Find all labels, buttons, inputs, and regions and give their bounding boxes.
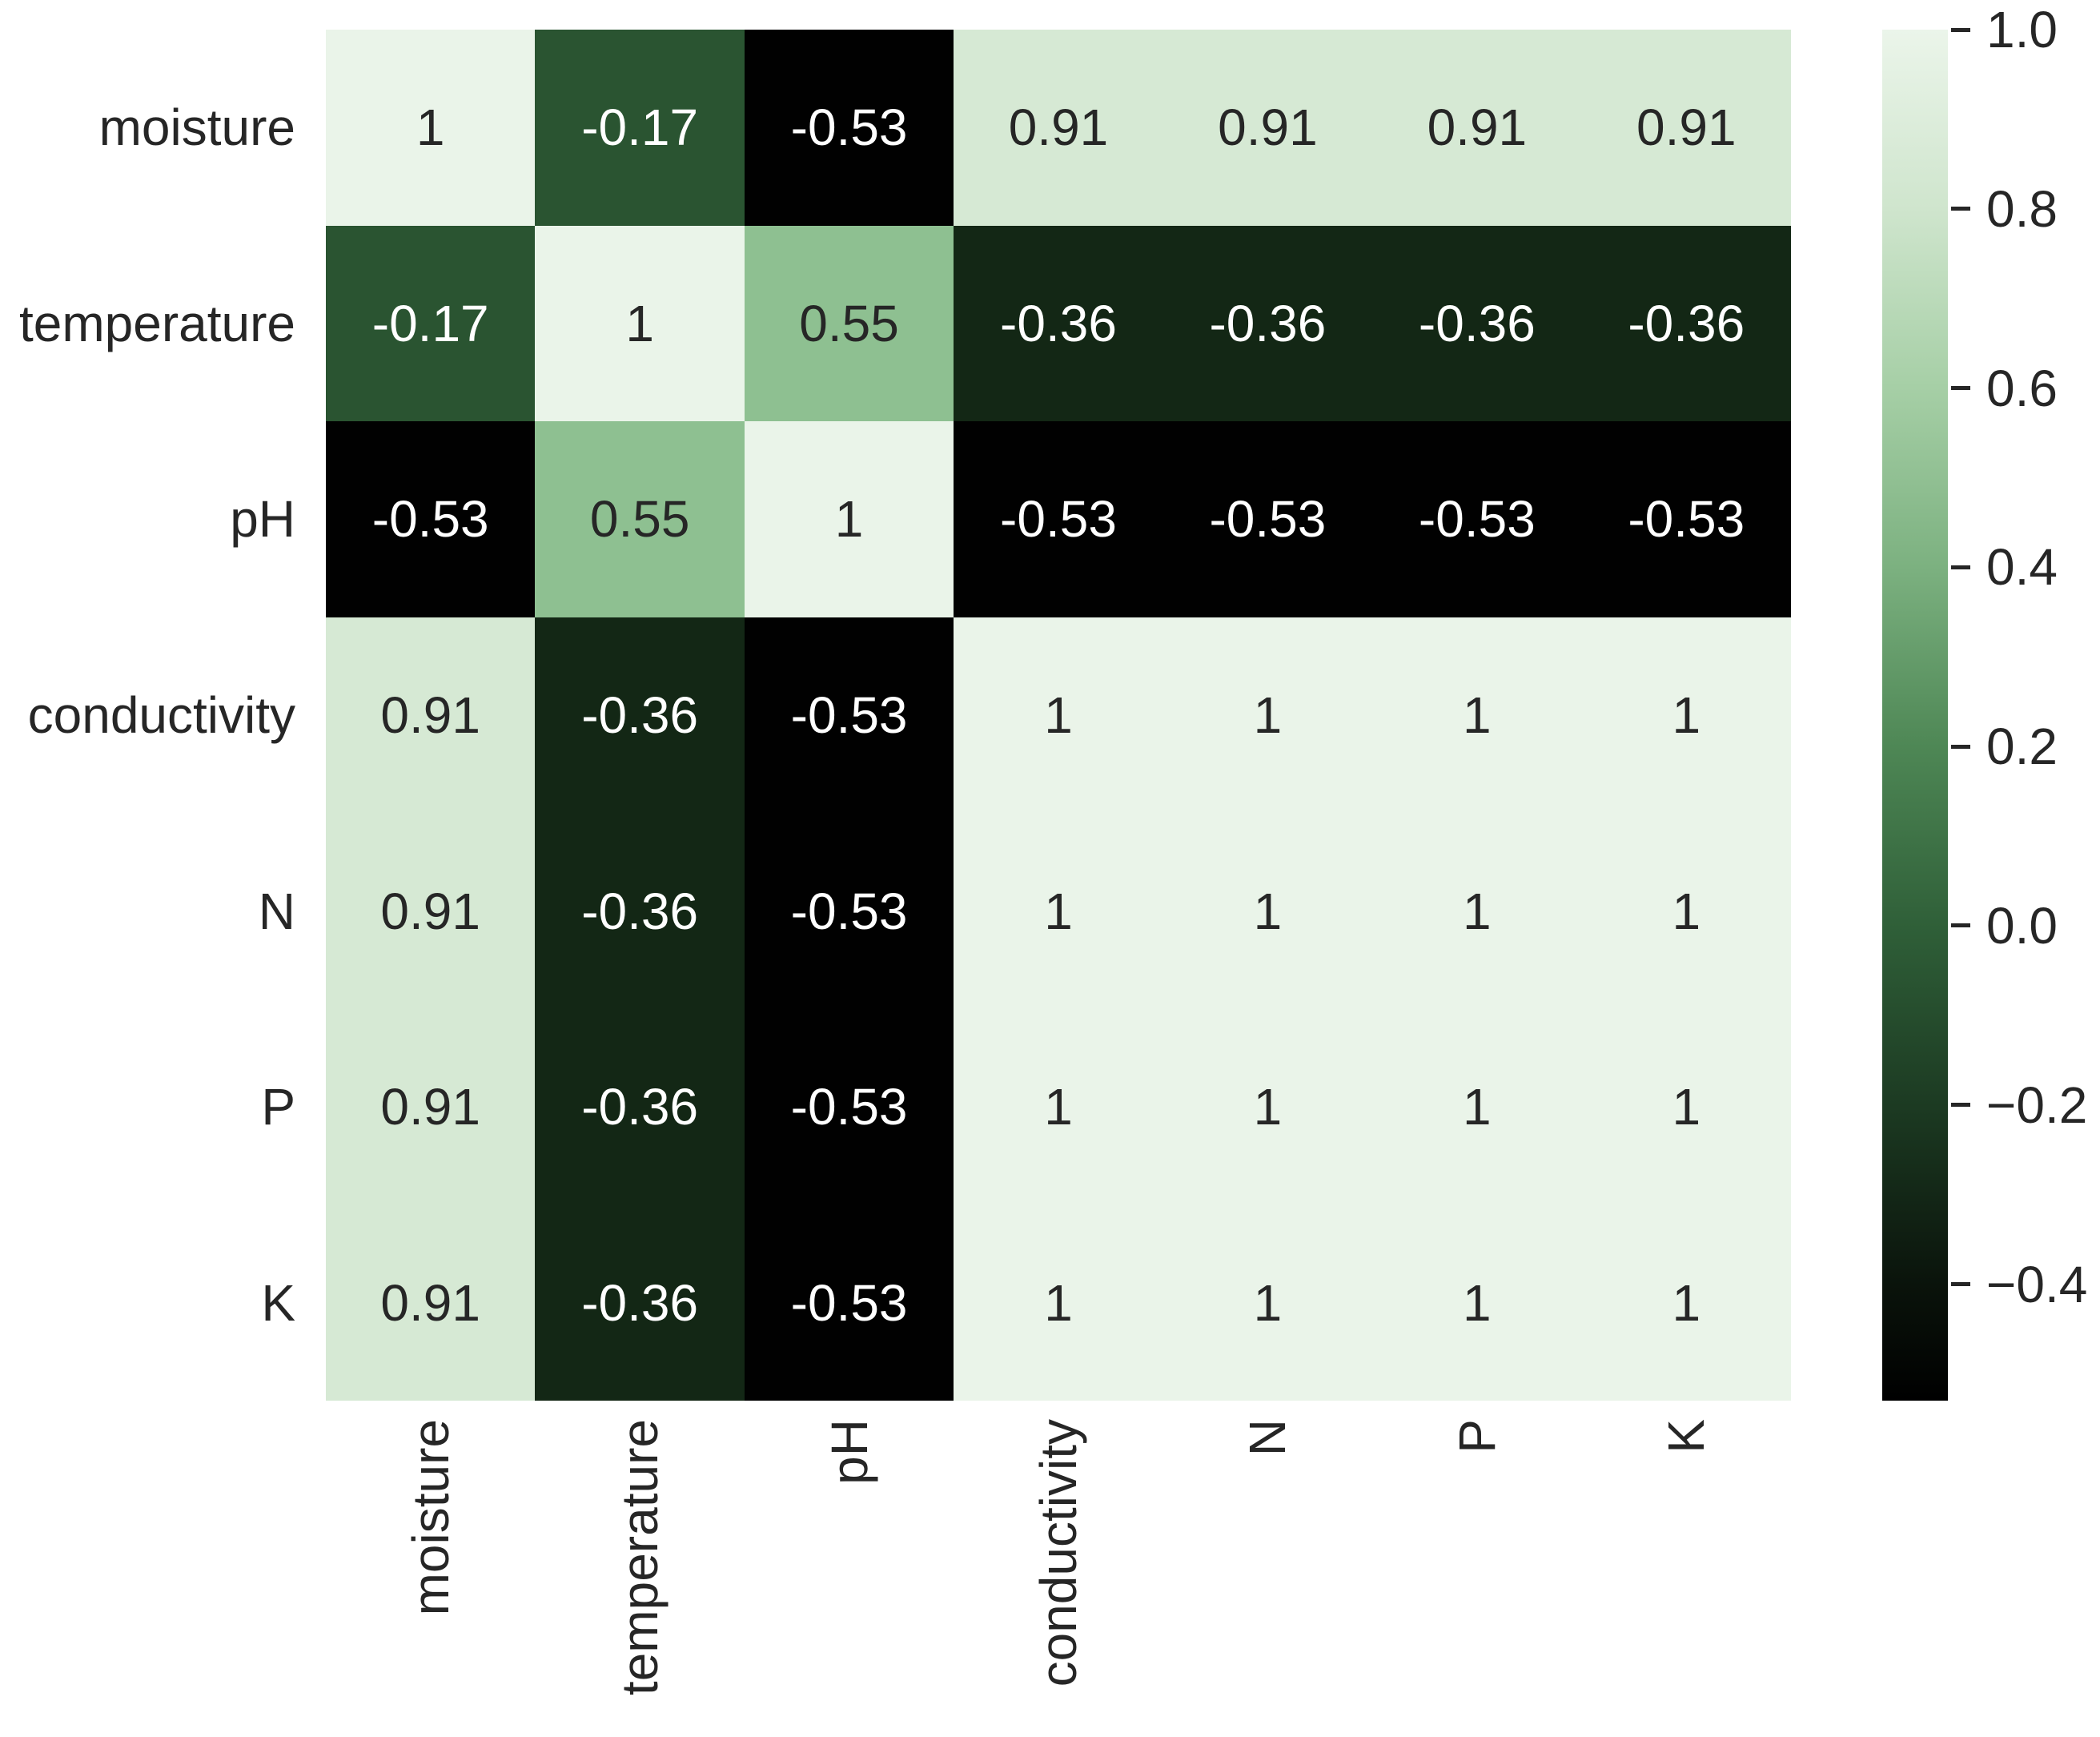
heatmap-cell: 1 bbox=[1162, 1008, 1373, 1205]
heatmap-cell: -0.53 bbox=[1581, 421, 1791, 617]
y-tick-label: moisture bbox=[98, 99, 295, 157]
y-tick-label: pH bbox=[230, 490, 295, 549]
x-tick-label-text: N bbox=[1239, 1419, 1297, 1457]
heatmap-cell: 1 bbox=[1162, 813, 1373, 1009]
heatmap-cell: 1 bbox=[535, 225, 745, 422]
heatmap-cell: 0.55 bbox=[535, 421, 745, 617]
heatmap-grid: 1 -0.17 -0.53 0.91 0.91 0.91 0.91 -0.17 1 0.55 -0.… bbox=[326, 30, 1791, 1401]
y-tick-label: N bbox=[258, 882, 295, 940]
heatmap-cell: 1 bbox=[1581, 1204, 1791, 1401]
heatmap-cell: -0.17 bbox=[326, 225, 536, 422]
x-tick-label-text: moisture bbox=[401, 1419, 460, 1616]
heatmap-cell: -0.36 bbox=[954, 225, 1163, 422]
heatmap-cell: -0.53 bbox=[1372, 421, 1582, 617]
heatmap-cell: -0.36 bbox=[535, 813, 745, 1009]
heatmap-cell: 1 bbox=[1581, 813, 1791, 1009]
heatmap-cell: -0.36 bbox=[535, 1204, 745, 1401]
y-tick-label: P bbox=[261, 1078, 295, 1136]
x-tick-label: conductivity bbox=[954, 1419, 1162, 1737]
heatmap-cell: -0.53 bbox=[744, 1204, 954, 1401]
heatmap-cell: 0.55 bbox=[744, 225, 954, 422]
colorbar-tick-label: −0.2 bbox=[1986, 1076, 2088, 1134]
colorbar-tick-mark bbox=[1951, 923, 1970, 928]
x-tick-label-text: K bbox=[1657, 1419, 1716, 1454]
heatmap-cell: 0.91 bbox=[1372, 30, 1582, 226]
x-tick-label-text: conductivity bbox=[1029, 1419, 1087, 1687]
heatmap-cell: 0.91 bbox=[326, 1008, 536, 1205]
heatmap-cell: 1 bbox=[1162, 1204, 1373, 1401]
colorbar-tick-label: 0.0 bbox=[1986, 896, 2058, 955]
colorbar-tick-label: 0.6 bbox=[1986, 359, 2058, 417]
colorbar-tick-label: 1.0 bbox=[1986, 1, 2058, 58]
heatmap-cell: 1 bbox=[1372, 617, 1582, 814]
x-tick-label: K bbox=[1582, 1419, 1791, 1737]
heatmap-cell: -0.53 bbox=[744, 813, 954, 1009]
y-tick-label: K bbox=[261, 1273, 295, 1332]
heatmap-cell: 1 bbox=[954, 617, 1163, 814]
colorbar-tick-mark bbox=[1951, 1103, 1970, 1108]
heatmap-cell: 1 bbox=[1372, 1204, 1582, 1401]
heatmap-cell: -0.36 bbox=[535, 617, 745, 814]
heatmap-cell: -0.53 bbox=[954, 421, 1163, 617]
heatmap-cell: 1 bbox=[326, 30, 536, 226]
heatmap-cell: 0.91 bbox=[326, 617, 536, 814]
heatmap-cell: 1 bbox=[744, 421, 954, 617]
colorbar-tick-mark bbox=[1951, 207, 1970, 211]
heatmap-cell: 0.91 bbox=[326, 813, 536, 1009]
heatmap-cell: -0.53 bbox=[744, 1008, 954, 1205]
x-tick-label-text: P bbox=[1448, 1419, 1506, 1454]
heatmap-cell: 1 bbox=[1581, 617, 1791, 814]
x-tick-label-text: pH bbox=[820, 1419, 878, 1485]
heatmap-cell: 0.91 bbox=[326, 1204, 536, 1401]
x-tick-label-text: temperature bbox=[611, 1419, 669, 1696]
x-tick-label: pH bbox=[745, 1419, 954, 1737]
x-tick-label: N bbox=[1163, 1419, 1372, 1737]
colorbar-tick-mark bbox=[1951, 1282, 1970, 1287]
heatmap-cell: -0.36 bbox=[1162, 225, 1373, 422]
heatmap-cell: 1 bbox=[1372, 1008, 1582, 1205]
heatmap-cell: 1 bbox=[1162, 617, 1373, 814]
colorbar-tick-label: −0.4 bbox=[1986, 1255, 2088, 1313]
x-tick-label: P bbox=[1372, 1419, 1581, 1737]
colorbar-tick-mark bbox=[1951, 744, 1970, 749]
heatmap-cell: 0.91 bbox=[1581, 30, 1791, 226]
heatmap-cell: -0.53 bbox=[744, 617, 954, 814]
heatmap-cell: -0.36 bbox=[1581, 225, 1791, 422]
heatmap-cell: -0.53 bbox=[326, 421, 536, 617]
colorbar-tick-label: 0.2 bbox=[1986, 718, 2058, 776]
x-tick-label: temperature bbox=[535, 1419, 744, 1737]
heatmap-cell: -0.36 bbox=[1372, 225, 1582, 422]
colorbar-tick-mark bbox=[1951, 386, 1970, 391]
heatmap-cell: -0.53 bbox=[744, 30, 954, 226]
heatmap-cell: 0.91 bbox=[1162, 30, 1373, 226]
heatmap-cell: -0.17 bbox=[535, 30, 745, 226]
colorbar-tick-label: 0.8 bbox=[1986, 179, 2058, 238]
heatmap-cell: 1 bbox=[954, 813, 1163, 1009]
heatmap-cell: 1 bbox=[1581, 1008, 1791, 1205]
heatmap-cell: -0.36 bbox=[535, 1008, 745, 1205]
colorbar-gradient bbox=[1882, 30, 1948, 1401]
heatmap-cell: 0.91 bbox=[954, 30, 1163, 226]
y-tick-label: temperature bbox=[18, 294, 295, 352]
heatmap-cell: -0.53 bbox=[1162, 421, 1373, 617]
x-tick-label: moisture bbox=[326, 1419, 535, 1737]
y-tick-label: conductivity bbox=[27, 686, 295, 744]
colorbar-tick-mark bbox=[1951, 565, 1970, 569]
heatmap-cell: 1 bbox=[954, 1204, 1163, 1401]
heatmap-cell: 1 bbox=[1372, 813, 1582, 1009]
heatmap-cell: 1 bbox=[954, 1008, 1163, 1205]
colorbar-tick-label: 0.4 bbox=[1986, 538, 2058, 597]
colorbar-tick-mark bbox=[1951, 27, 1970, 32]
